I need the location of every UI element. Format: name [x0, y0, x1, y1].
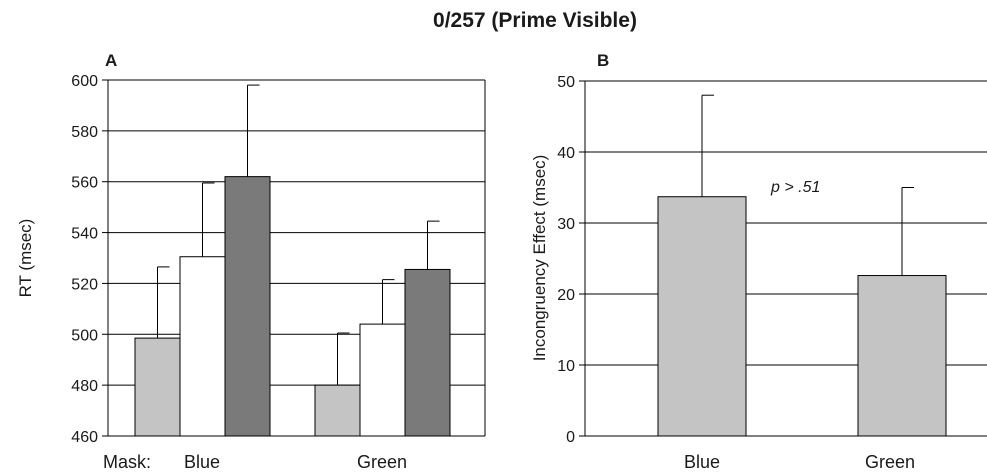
panel-b-label: B — [597, 51, 609, 70]
panel-a-y-tick-label: 480 — [71, 378, 98, 395]
panel-b-bar — [657, 196, 747, 437]
panel-a-bar — [404, 268, 451, 437]
panel-a-y-tick-label: 560 — [71, 175, 98, 192]
panel-b-y-tick-label: 10 — [557, 358, 575, 375]
panel-a-y-tick-label: 600 — [71, 73, 98, 90]
panel-b-y-axis-label: Incongruency Effect (msec) — [530, 155, 549, 362]
panel-a-bar — [314, 384, 361, 437]
panel-b-y-tick-label: 20 — [557, 287, 575, 304]
panel-a-category-label-green: Green — [357, 452, 407, 472]
panel-b-y-tick-label: 40 — [557, 145, 575, 162]
panel-a-y-axis-label: RT (msec) — [16, 219, 35, 298]
panel-b-bar — [857, 275, 947, 437]
panel-b: B Incongruency Effect (msec) p > .51 Blu… — [530, 51, 987, 472]
panel-a-bar — [179, 256, 226, 437]
panel-a-x-prefix-label: Mask: — [103, 452, 151, 472]
panel-a-y-tick-label: 460 — [71, 429, 98, 446]
panel-a-y-tick-label: 520 — [71, 276, 98, 293]
panel-a-y-tick-label: 500 — [71, 327, 98, 344]
panel-a-bar — [134, 337, 181, 437]
figure-title: 0/257 (Prime Visible) — [433, 9, 637, 32]
panel-b-annotation: p > .51 — [770, 179, 820, 196]
panel-a: A RT (msec) Mask: Blue Green 460 480 500 52… — [16, 51, 486, 472]
panel-b-y-tick-label: 0 — [566, 429, 575, 446]
panel-b-category-label-blue: Blue — [684, 452, 720, 472]
panel-a-y-tick-label: 580 — [71, 124, 98, 141]
panel-b-y-tick-label: 30 — [557, 216, 575, 233]
panel-a-label: A — [105, 51, 117, 70]
panel-a-y-tick-label: 540 — [71, 226, 98, 243]
panel-a-bar — [224, 176, 271, 437]
panel-a-bar — [359, 323, 406, 437]
panel-b-category-label-green: Green — [865, 452, 915, 472]
panel-a-category-label-blue: Blue — [184, 452, 220, 472]
panel-b-y-tick-label: 50 — [557, 74, 575, 91]
